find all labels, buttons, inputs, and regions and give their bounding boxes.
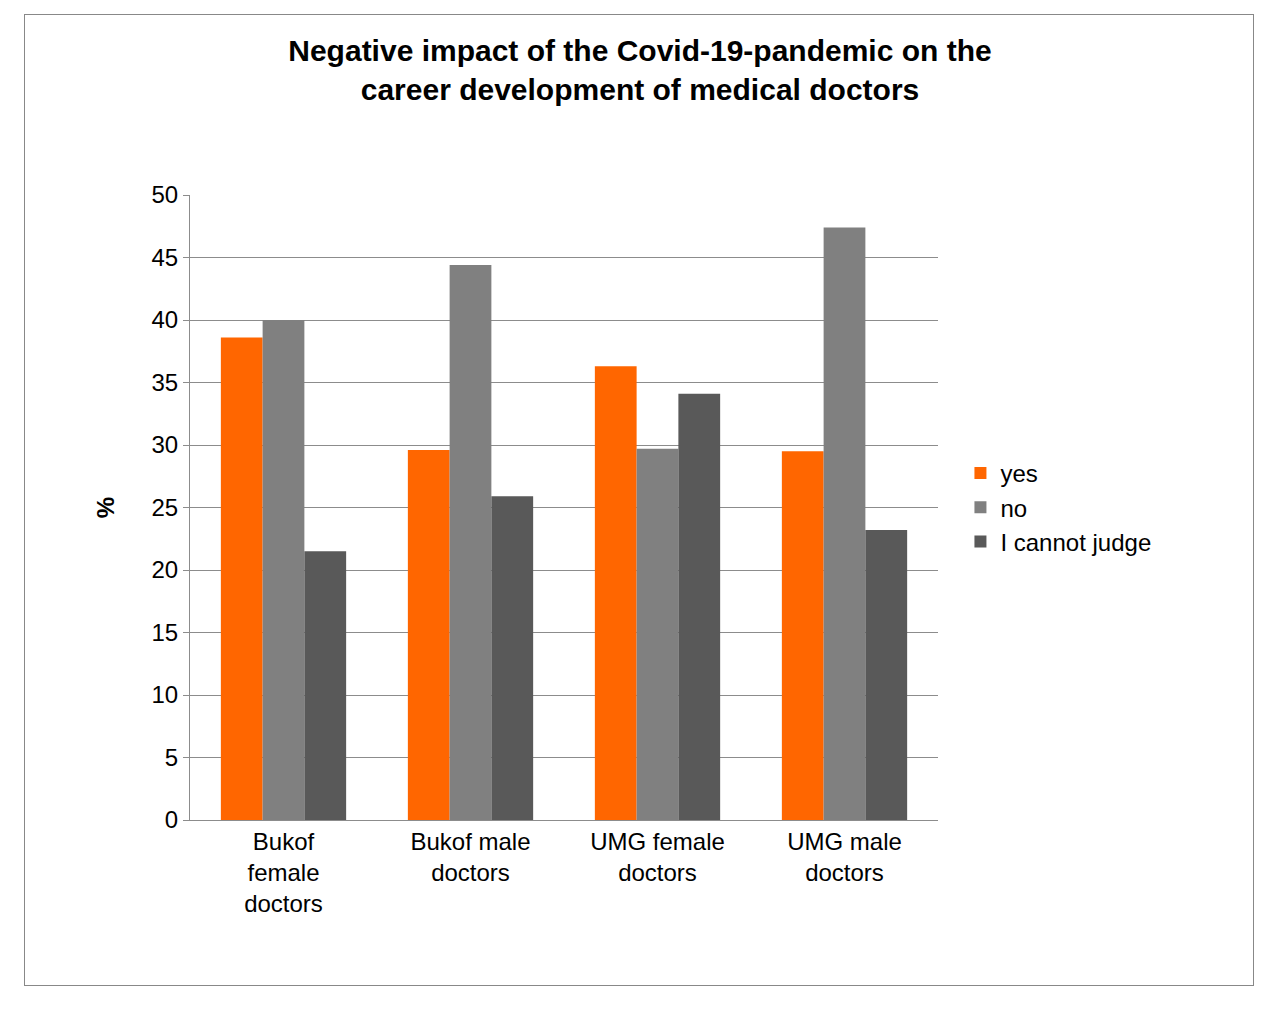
svg-text:45: 45 (151, 244, 178, 271)
svg-text:yes: yes (1000, 460, 1037, 487)
svg-text:UMG femaledoctors: UMG femaledoctors (590, 828, 725, 886)
svg-text:5: 5 (165, 744, 178, 771)
svg-text:Bukof maledoctors: Bukof maledoctors (410, 828, 530, 886)
svg-text:Bukoffemaledoctors: Bukoffemaledoctors (244, 828, 323, 917)
svg-text:10: 10 (151, 681, 178, 708)
svg-text:I cannot judge: I cannot judge (1000, 529, 1151, 556)
svg-text:Negative impact of the Covid-1: Negative impact of the Covid-19-pandemic… (288, 34, 991, 106)
svg-text:0: 0 (165, 806, 178, 833)
svg-text:20: 20 (151, 556, 178, 583)
svg-text:35: 35 (151, 369, 178, 396)
svg-text:30: 30 (151, 431, 178, 458)
svg-text:%: % (92, 497, 119, 518)
svg-text:no: no (1000, 495, 1027, 522)
svg-text:50: 50 (151, 181, 178, 208)
svg-text:25: 25 (151, 494, 178, 521)
svg-text:UMG maledoctors: UMG maledoctors (787, 828, 902, 886)
svg-text:40: 40 (151, 306, 178, 333)
svg-text:15: 15 (151, 619, 178, 646)
